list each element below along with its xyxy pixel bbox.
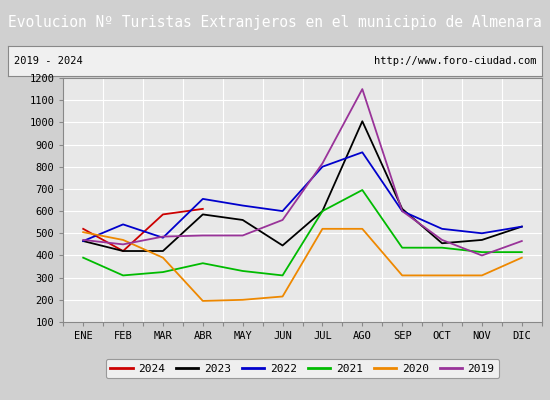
- Text: http://www.foro-ciudad.com: http://www.foro-ciudad.com: [374, 56, 536, 66]
- Legend: 2024, 2023, 2022, 2021, 2020, 2019: 2024, 2023, 2022, 2021, 2020, 2019: [106, 359, 499, 378]
- Text: Evolucion Nº Turistas Extranjeros en el municipio de Almenara: Evolucion Nº Turistas Extranjeros en el …: [8, 16, 542, 30]
- Text: 2019 - 2024: 2019 - 2024: [14, 56, 82, 66]
